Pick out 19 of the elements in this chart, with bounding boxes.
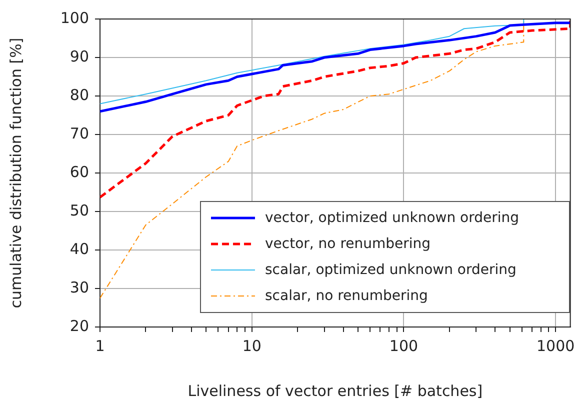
y-tick-label: 20: [70, 316, 89, 335]
x-tick-label: 10: [242, 336, 262, 355]
legend-label: vector, no renumbering: [265, 236, 431, 252]
y-tick-label: 90: [70, 47, 89, 66]
y-axis-title: cumulative distribution function [%]: [6, 38, 25, 308]
x-tick-label: 100: [389, 336, 418, 355]
y-tick-label: 40: [70, 240, 89, 258]
x-axis-title: Liveliness of vector entries [# batches]: [188, 382, 483, 400]
x-tick-label: 1: [95, 336, 105, 355]
y-tick-label: 100: [60, 8, 89, 27]
y-tick-label: 70: [70, 124, 89, 142]
x-tick-label: 1000: [536, 336, 575, 355]
legend-label: vector, optimized unknown ordering: [265, 210, 520, 226]
y-tick-label: 50: [70, 201, 89, 220]
legend-label: scalar, optimized unknown ordering: [265, 262, 516, 278]
legend-label: scalar, no renumbering: [265, 288, 428, 304]
y-tick-label: 30: [70, 278, 89, 296]
y-tick-label: 60: [70, 162, 89, 181]
y-tick-label: 80: [70, 86, 89, 104]
